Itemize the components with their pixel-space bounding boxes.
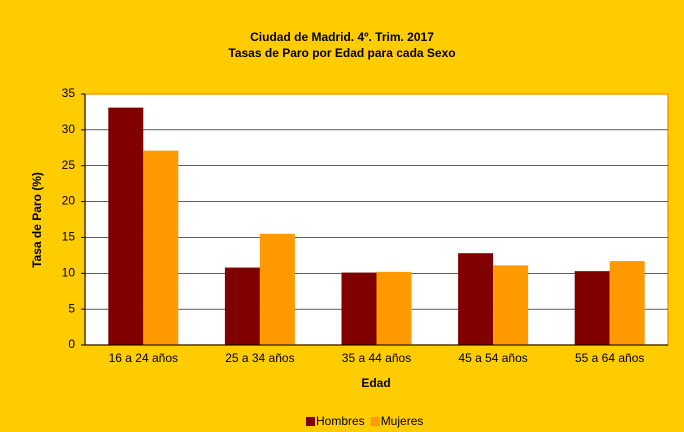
bar <box>108 107 144 345</box>
y-tick-label: 15 <box>62 230 76 244</box>
y-tick-label: 35 <box>62 86 76 100</box>
legend-swatch <box>370 417 380 426</box>
x-tick-label: 55 a 64 años <box>575 351 644 365</box>
bar <box>376 271 412 345</box>
y-tick-label: 10 <box>62 265 76 279</box>
legend-swatch <box>306 417 315 426</box>
bar <box>458 253 494 345</box>
x-tick-label: 35 a 44 años <box>342 351 411 365</box>
x-axis-label: Edad <box>361 376 390 390</box>
bar <box>224 267 260 345</box>
y-tick-label: 20 <box>62 194 76 208</box>
chart-title: Ciudad de Madrid. 4º. Trim. 2017 <box>250 30 434 44</box>
chart-subtitle: Tasas de Paro por Edad para cada Sexo <box>228 46 455 60</box>
x-tick-label: 45 a 54 años <box>458 351 527 365</box>
y-tick-label: 5 <box>68 301 75 315</box>
bar <box>341 272 377 345</box>
bar <box>609 261 645 345</box>
x-tick-label: 25 a 34 años <box>225 351 294 365</box>
y-tick-label: 0 <box>68 337 75 351</box>
legend-label: Hombres <box>316 414 365 428</box>
legend-label: Mujeres <box>381 414 424 428</box>
bar <box>143 150 179 345</box>
y-tick-label: 30 <box>62 122 76 136</box>
bar <box>493 265 529 345</box>
bar <box>574 271 610 345</box>
x-tick-label: 16 a 24 años <box>109 351 178 365</box>
bar <box>259 233 295 345</box>
y-tick-label: 25 <box>62 158 76 172</box>
y-axis-label: Tasa de Paro (%) <box>30 172 44 268</box>
